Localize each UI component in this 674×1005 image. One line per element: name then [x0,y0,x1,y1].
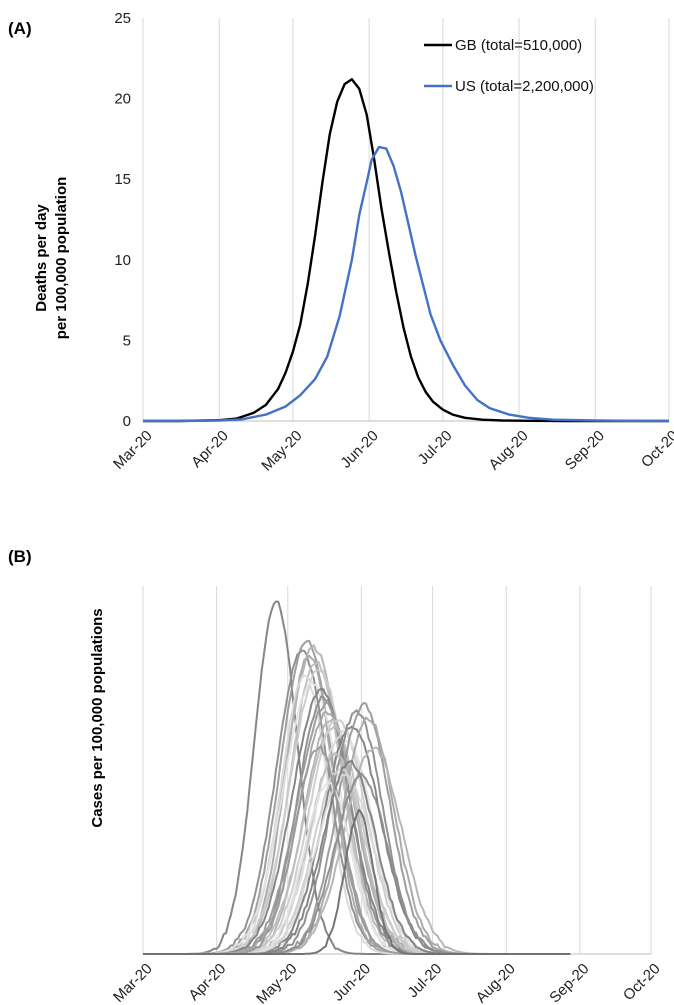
panel-b-series [143,600,571,955]
panel-a-y-ticks: 0 5 10 15 20 25 [114,10,131,430]
panel-a-series [143,78,670,423]
panel-a-y-tick-label: 5 [123,332,131,349]
panel-b-x-tick-label: Apr-20 [185,960,229,1004]
panel-a-y-tick-label: 25 [114,10,131,27]
panel-a-x-tick-label: Jul-20 [415,427,456,468]
panel-a-x-tick-label: Sep-20 [562,427,608,473]
panel-b-x-tick-label: Sep-20 [546,960,592,1005]
series-us-line [143,145,670,423]
panel-a-x-tick-label: May-20 [258,427,305,474]
panel-b-x-tick-label: Mar-20 [110,960,156,1005]
panel-a-y-tick-label: 0 [123,413,131,430]
panel-b-x-tick-label: Jul-20 [404,960,445,1001]
legend-gb-label: GB (total=510,000) [455,37,582,54]
panel-b-series-line [143,808,571,955]
panel-a-chart: (A) 0 5 10 15 20 25 Mar-20 Apr-20 May-20 Jun-20 J… [8,10,674,475]
panel-a-x-tick-label: Aug-20 [486,427,532,473]
panel-a-y-tick-label: 10 [114,252,131,269]
panel-b-x-tick-label: Jun-20 [330,960,374,1004]
panel-a-legend: GB (total=510,000) US (total=2,200,000) [424,37,594,95]
legend-us-label: US (total=2,200,000) [455,78,594,95]
panel-a-y-tick-label: 15 [114,171,131,188]
panel-b-gridlines [142,586,652,955]
panel-a-x-ticks: Mar-20 Apr-20 May-20 Jun-20 Jul-20 Aug-20 Sep-… [110,427,674,474]
panel-b-x-ticks: Mar-20 Apr-20 May-20 Jun-20 Jul-20 Aug-20 Sep-… [110,960,664,1005]
panel-b-ylabel: Cases per 100,000 populations [89,608,106,827]
panel-a-ylabel-line2: per 100,000 population [53,177,70,340]
panel-a-ylabel-line1: Deaths per day [33,204,50,312]
panel-a-x-tick-label: Oct-20 [638,427,674,471]
panel-b-x-tick-label: Oct-20 [620,960,664,1004]
panel-b-chart: (B) Mar-20 Apr-20 May-20 Jun-20 Jul-20 Aug-20… [8,547,664,1005]
panel-b-x-tick-label: May-20 [253,960,300,1005]
panel-a-x-tick-label: Apr-20 [188,427,232,471]
series-gb-line [143,78,669,423]
panel-b-label: (B) [8,547,32,566]
panel-a-label: (A) [8,19,32,38]
panel-a-y-tick-label: 20 [114,91,131,108]
panel-a-x-tick-label: Mar-20 [110,427,156,473]
panel-a-x-tick-label: Jun-20 [337,427,381,471]
panel-b-x-tick-label: Aug-20 [473,960,519,1005]
